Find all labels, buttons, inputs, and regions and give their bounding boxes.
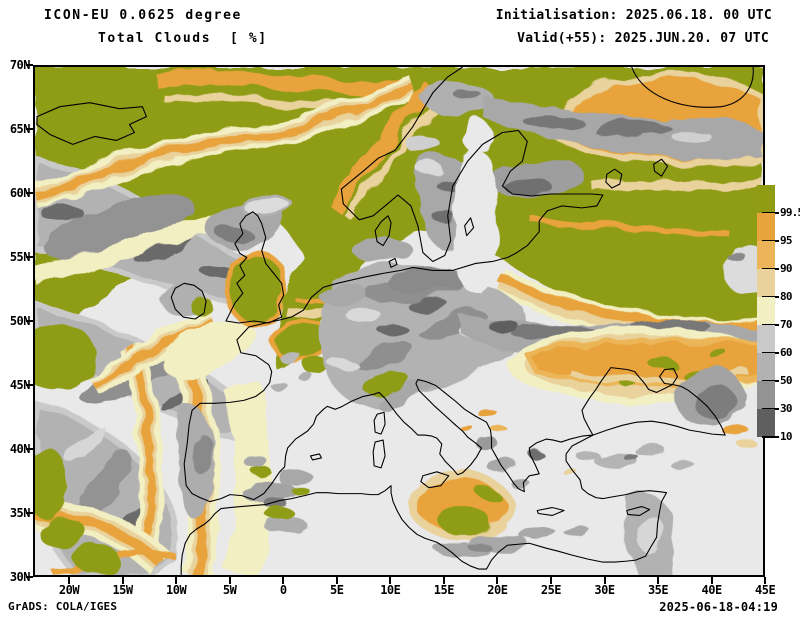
longitude-tick: [389, 577, 392, 584]
longitude-tick: [710, 577, 713, 584]
map-frame: [33, 65, 765, 577]
longitude-label: 0: [279, 583, 287, 597]
longitude-tick: [121, 577, 124, 584]
longitude-label: 20W: [58, 583, 80, 597]
latitude-tick: [26, 448, 33, 450]
latitude-tick: [26, 64, 33, 66]
legend-tick: [762, 436, 779, 438]
longitude-label: 45E: [755, 583, 776, 597]
legend-color-swatch: [757, 325, 775, 353]
latitude-label: 35N: [9, 506, 31, 520]
legend-color-swatch: [757, 297, 775, 325]
legend-value-label: 70: [780, 318, 792, 331]
legend-value-label: 95: [780, 234, 792, 247]
valid-time: Valid(+55): 2025.JUN.20. 07 UTC: [517, 31, 769, 46]
color-legend: 99.5 95 90 80 70 60 50 30 10: [757, 185, 800, 443]
latitude-label: 65N: [9, 122, 31, 136]
longitude-tick: [657, 577, 660, 584]
latitude-tick: [26, 192, 33, 194]
latitude-label: 50N: [9, 314, 31, 328]
legend-color-swatch: [757, 185, 775, 213]
latitude-label: 70N: [9, 58, 31, 72]
longitude-tick: [228, 577, 231, 584]
latitude-tick: [26, 320, 33, 322]
latitude-label: 60N: [9, 186, 31, 200]
model-title: ICON-EU 0.0625 degree: [44, 8, 242, 23]
longitude-tick: [175, 577, 178, 584]
legend-color-swatch: [757, 213, 775, 241]
cloud-raster-layer: [35, 67, 763, 575]
longitude-label: 10E: [380, 583, 401, 597]
longitude-tick: [68, 577, 70, 584]
legend-value-label: 99.5: [780, 206, 800, 219]
longitude-label: 20E: [487, 583, 508, 597]
latitude-label: 45N: [9, 378, 31, 392]
legend-color-swatch: [757, 269, 775, 297]
longitude-label: 15W: [112, 583, 133, 597]
longitude-tick: [496, 577, 499, 584]
latitude-label: 55N: [9, 250, 31, 264]
legend-color-swatch: [757, 241, 775, 269]
latitude-label: 30N: [9, 570, 31, 584]
longitude-label: 35E: [647, 583, 669, 597]
initialisation-time: Initialisation: 2025.06.18. 00 UTC: [495, 8, 772, 23]
longitude-tick: [603, 577, 606, 584]
coastlines-layer: [36, 67, 754, 575]
longitude-label: 40E: [701, 583, 723, 597]
legend-color-swatch: [757, 381, 775, 409]
latitude-tick: [26, 128, 33, 130]
grads-credit: GrADS: COLA/IGES: [8, 600, 118, 613]
creation-timestamp: 2025-06-18-04:19: [659, 600, 778, 614]
longitude-tick: [282, 577, 285, 584]
latitude-label: 40N: [9, 442, 31, 456]
latitude-tick: [26, 384, 33, 386]
longitude-label: 5E: [330, 583, 344, 597]
longitude-tick: [335, 577, 338, 584]
legend-value-label: 10: [780, 430, 792, 443]
longitude-tick: [549, 577, 552, 584]
latitude-tick: [26, 256, 33, 258]
longitude-label: 5W: [222, 583, 237, 597]
latitude-tick: [26, 576, 33, 578]
legend-color-swatch: [757, 353, 775, 381]
longitude-label: 15E: [433, 583, 455, 597]
legend-value-label: 50: [780, 374, 792, 387]
legend-value-label: 30: [780, 402, 792, 415]
longitude-tick: [442, 577, 445, 584]
longitude-tick: [764, 577, 767, 584]
legend-value-label: 80: [780, 290, 792, 303]
longitude-label: 30E: [594, 583, 615, 597]
variable-title: Total Clouds [ %]: [98, 31, 268, 46]
legend-color-swatch: [757, 409, 775, 437]
legend-value-label: 60: [780, 346, 792, 359]
longitude-label: 25E: [540, 583, 562, 597]
legend-value-label: 90: [780, 262, 792, 275]
cloud-cover-map: [35, 67, 763, 575]
latitude-tick: [26, 512, 33, 514]
longitude-label: 10W: [166, 583, 187, 597]
